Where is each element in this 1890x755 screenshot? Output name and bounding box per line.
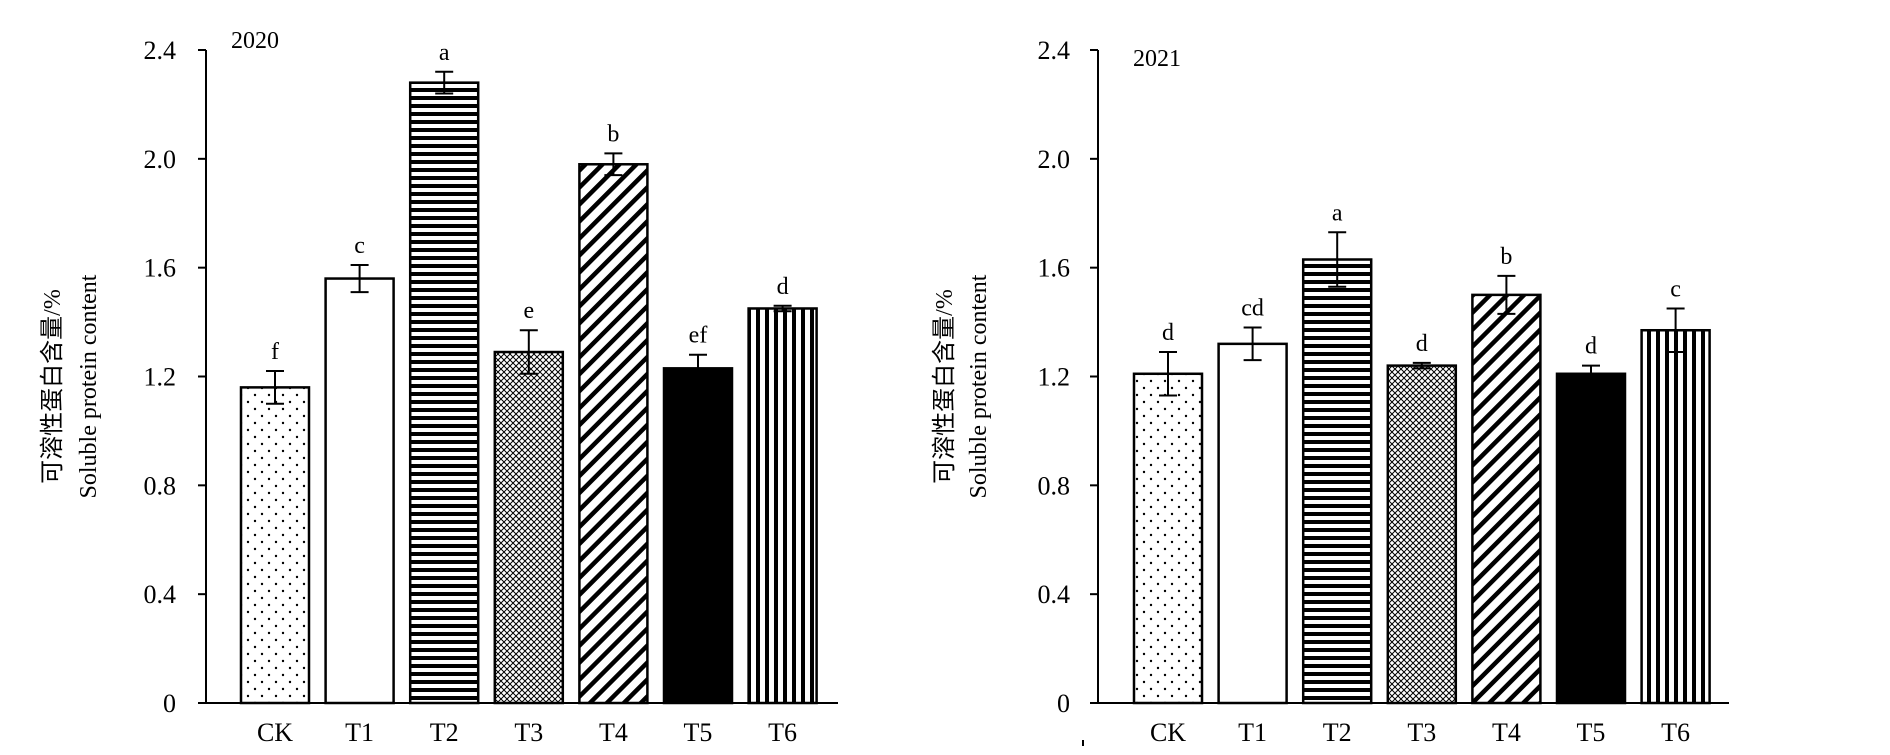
y-tick-label: 0	[1057, 689, 1070, 718]
bar-T5	[662, 367, 734, 705]
stray-mark	[1082, 740, 1084, 746]
significance-label: d	[777, 274, 789, 300]
y-tick-label: 0.8	[144, 471, 177, 500]
y-tick-label: 0.4	[1038, 580, 1071, 609]
x-tick-label: T6	[1661, 718, 1690, 747]
y-tick-label: 0.4	[144, 580, 177, 609]
bar-T3	[1386, 364, 1458, 705]
bar-T4	[578, 163, 649, 705]
significance-label: ef	[689, 323, 708, 349]
y-tick-label: 2.4	[1038, 36, 1071, 65]
y-tick-label: 2.0	[1038, 145, 1071, 174]
significance-label: b	[1500, 244, 1512, 270]
bar-CK	[1132, 372, 1204, 705]
bar-CK	[239, 386, 311, 705]
x-tick-label: T3	[514, 718, 543, 747]
bar-T1	[324, 277, 395, 705]
panel-title: 2021	[1133, 46, 1181, 72]
y-tick-label: 1.6	[1038, 254, 1071, 283]
x-tick-label: T5	[684, 718, 713, 747]
significance-label: cd	[1241, 296, 1264, 322]
y-tick-label: 2.4	[144, 36, 177, 65]
y-tick-label: 1.2	[1038, 363, 1071, 392]
significance-label: a	[439, 40, 450, 66]
x-tick-label: T2	[430, 718, 459, 747]
x-tick-label: T4	[1492, 718, 1521, 747]
x-tick-label: CK	[1150, 718, 1186, 747]
bar-T5	[1555, 372, 1627, 705]
chart-panel-2021: 0 0.4 0.8 1.2 1.6 2.0 2.4 可溶性蛋白含量/% Soluble prot…	[931, 36, 1729, 747]
bar-T1	[1217, 342, 1288, 705]
bar-T2	[1301, 258, 1373, 705]
bar-T6	[747, 307, 818, 705]
significance-label: c	[1670, 276, 1681, 302]
x-tick-label: T1	[1238, 718, 1267, 747]
significance-label: b	[607, 121, 619, 147]
y-tick-label: 2.0	[144, 145, 177, 174]
y-axis-label-en: Soluble protein content	[966, 274, 992, 498]
y-tick-label: 1.2	[144, 363, 177, 392]
chart-panel-2020: 0 0.4 0.8 1.2 1.6 2.0 2.4 可溶性蛋白含量/% Soluble prot…	[39, 28, 838, 747]
significance-label: d	[1162, 320, 1174, 346]
significance-label: f	[271, 339, 279, 365]
significance-label: e	[523, 298, 534, 324]
x-tick-label: T6	[768, 718, 797, 747]
y-axis-label-cn: 可溶性蛋白含量/%	[39, 289, 66, 484]
y-tick-label: 1.6	[144, 254, 177, 283]
x-tick-label: T4	[599, 718, 628, 747]
significance-label: d	[1585, 334, 1597, 360]
significance-label: d	[1416, 331, 1428, 357]
significance-label: a	[1332, 200, 1343, 226]
bar-T4	[1471, 293, 1542, 705]
bar-T2	[408, 81, 480, 705]
panel-title: 2020	[231, 28, 279, 54]
bar-T6	[1640, 328, 1711, 705]
y-axis-label-en: Soluble protein content	[76, 274, 102, 498]
x-tick-label: T2	[1323, 718, 1352, 747]
x-tick-label: T5	[1577, 718, 1606, 747]
x-tick-label: T1	[345, 718, 374, 747]
y-tick-label: 0	[163, 689, 176, 718]
x-tick-label: CK	[257, 718, 293, 747]
significance-label: c	[354, 233, 365, 259]
y-tick-label: 0.8	[1038, 471, 1071, 500]
y-axis-label-cn: 可溶性蛋白含量/%	[931, 289, 958, 484]
bar-T3	[493, 350, 565, 705]
x-tick-label: T3	[1407, 718, 1436, 747]
